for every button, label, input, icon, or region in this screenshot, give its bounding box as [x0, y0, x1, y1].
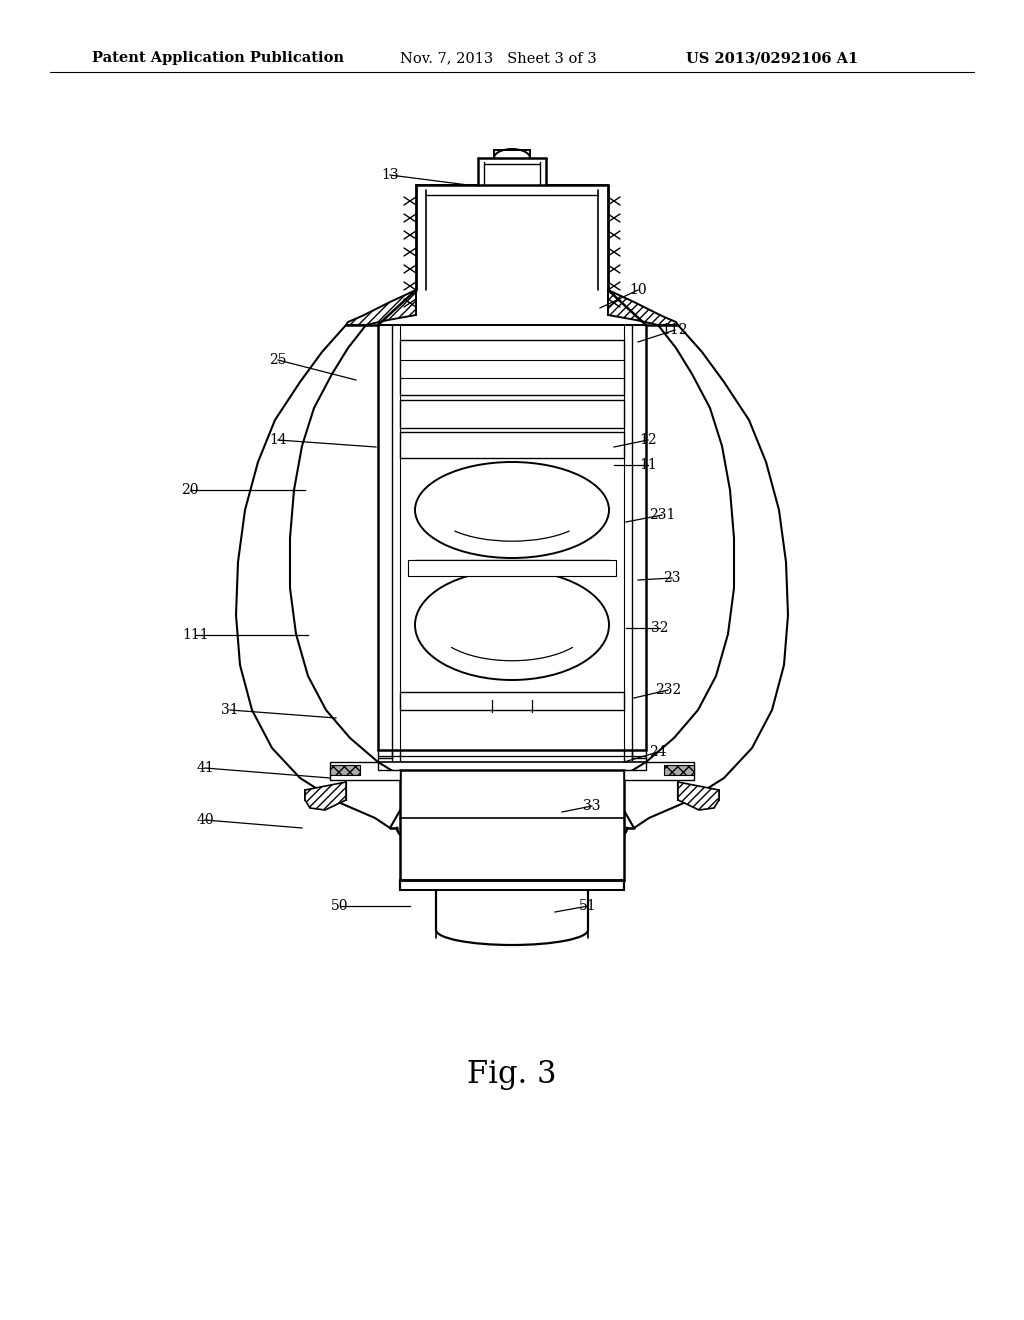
Polygon shape	[330, 762, 400, 780]
Text: 11: 11	[639, 458, 656, 473]
Text: 32: 32	[651, 620, 669, 635]
Text: 13: 13	[381, 168, 398, 182]
Text: 25: 25	[269, 352, 287, 367]
Text: 10: 10	[629, 282, 647, 297]
Text: 111: 111	[182, 628, 209, 642]
Polygon shape	[678, 781, 719, 810]
Polygon shape	[624, 762, 694, 780]
Text: 12: 12	[639, 433, 656, 447]
Ellipse shape	[415, 570, 609, 680]
Bar	[408, 560, 616, 576]
Text: Fig. 3: Fig. 3	[467, 1060, 557, 1090]
Bar	[400, 341, 624, 395]
Bar	[400, 432, 624, 458]
Text: 20: 20	[181, 483, 199, 498]
Polygon shape	[330, 766, 360, 775]
Text: 51: 51	[580, 899, 597, 913]
Text: 50: 50	[331, 899, 349, 913]
Text: 23: 23	[664, 572, 681, 585]
Text: 40: 40	[197, 813, 214, 828]
Polygon shape	[664, 766, 694, 775]
Text: 232: 232	[655, 682, 681, 697]
Bar	[400, 400, 624, 428]
Text: 14: 14	[269, 433, 287, 447]
Ellipse shape	[415, 462, 609, 558]
Polygon shape	[236, 325, 414, 828]
Polygon shape	[346, 290, 416, 325]
Text: 112: 112	[662, 323, 688, 337]
Text: Nov. 7, 2013   Sheet 3 of 3: Nov. 7, 2013 Sheet 3 of 3	[400, 51, 597, 65]
Polygon shape	[610, 325, 788, 828]
Text: 33: 33	[584, 799, 601, 813]
Bar	[400, 770, 624, 880]
Bar	[400, 692, 624, 710]
Text: 31: 31	[221, 704, 239, 717]
Polygon shape	[305, 781, 346, 810]
Text: Patent Application Publication: Patent Application Publication	[92, 51, 344, 65]
Text: 231: 231	[649, 508, 675, 521]
Text: US 2013/0292106 A1: US 2013/0292106 A1	[686, 51, 858, 65]
Polygon shape	[608, 290, 678, 325]
Text: 24: 24	[649, 744, 667, 759]
Text: 41: 41	[197, 762, 214, 775]
